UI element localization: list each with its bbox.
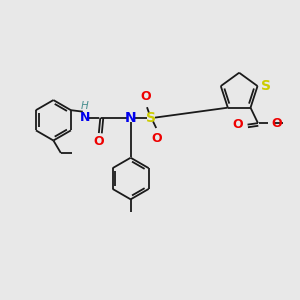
Text: S: S <box>261 79 271 93</box>
Text: O: O <box>232 118 243 131</box>
Text: H: H <box>81 101 89 111</box>
Text: O: O <box>140 90 151 103</box>
Text: N: N <box>80 111 91 124</box>
Text: O: O <box>152 133 162 146</box>
Text: S: S <box>146 111 156 124</box>
Text: O: O <box>94 135 104 148</box>
Text: N: N <box>125 111 136 124</box>
Text: O: O <box>271 117 282 130</box>
